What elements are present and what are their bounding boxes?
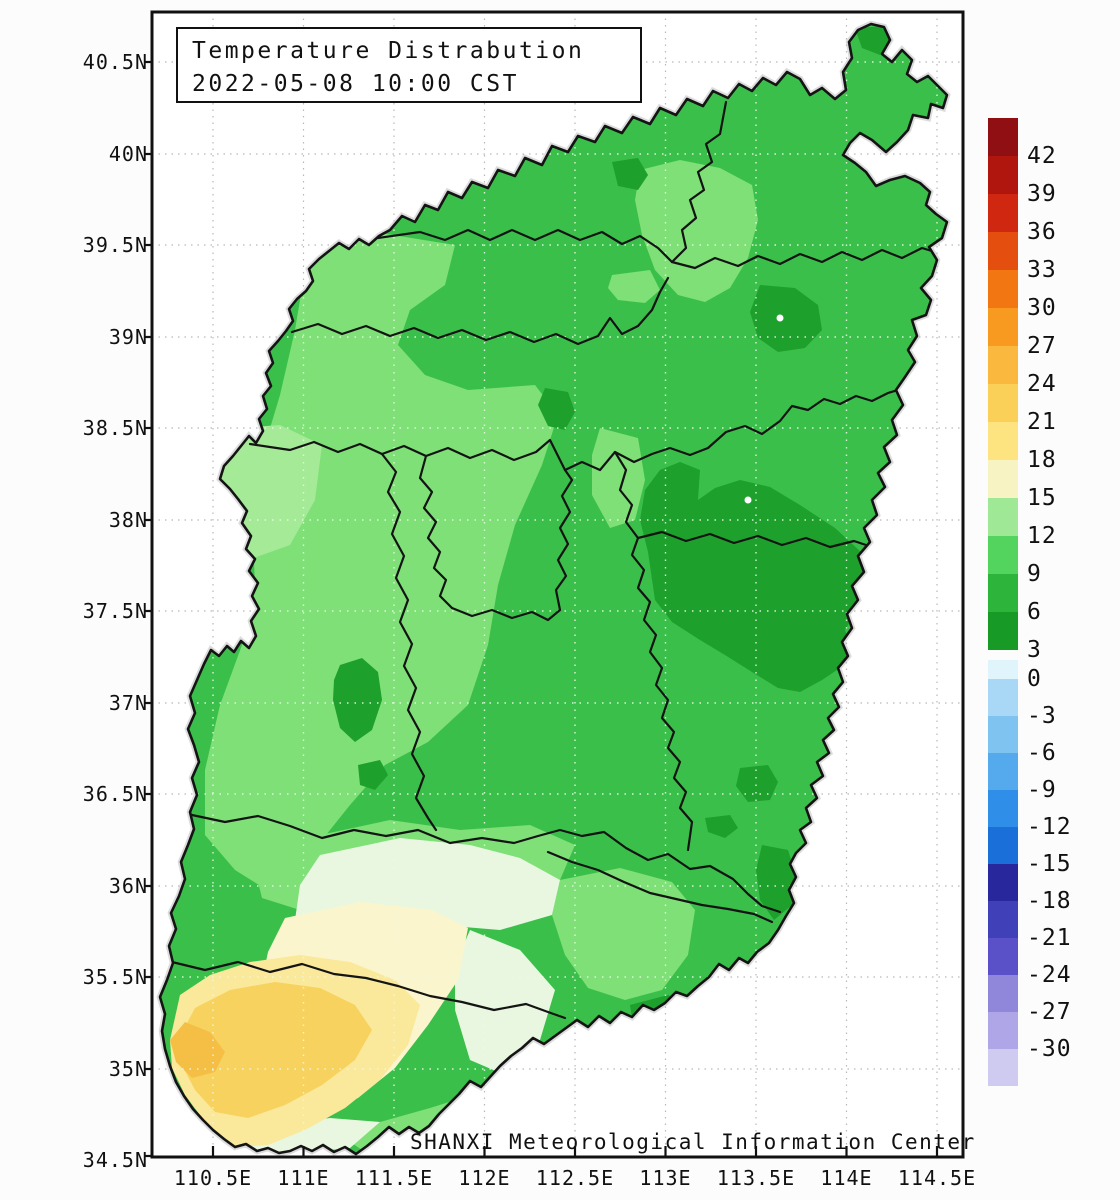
colorbar-label: 36 xyxy=(1027,219,1057,245)
colorbar-cold xyxy=(988,660,1018,1086)
x-axis-tick-label: 111.5E xyxy=(354,1166,434,1190)
colorbar-cell xyxy=(988,1049,1018,1086)
colorbar-cell xyxy=(988,536,1018,574)
colorbar-cell xyxy=(988,384,1018,422)
axis-ticks xyxy=(144,60,939,1158)
colorbar-label: -6 xyxy=(1027,740,1057,766)
y-axis-tick-label: 37N xyxy=(108,690,148,715)
y-axis-tick-label: 39.5N xyxy=(82,233,148,257)
colorbar-label: -21 xyxy=(1027,925,1072,951)
colorbar-label: 33 xyxy=(1027,257,1057,283)
colorbar-label: 21 xyxy=(1027,409,1057,435)
y-axis-tick-label: 37.5N xyxy=(82,599,148,623)
colorbar-cell xyxy=(988,827,1018,864)
colorbar-label: 30 xyxy=(1027,295,1057,321)
x-axis-tick-label: 111E xyxy=(277,1166,330,1190)
colorbar-cell xyxy=(988,790,1018,827)
y-axis-tick-label: 40N xyxy=(108,141,148,166)
colorbar-cell xyxy=(988,574,1018,612)
x-axis-tick-label: 113E xyxy=(639,1166,692,1190)
shanxi-province xyxy=(156,20,951,1158)
y-axis-labels: 40.5N 40N 39.5N 39N 38.5N 38N 37.5N 37N 36.5N 36N… xyxy=(36,50,148,1172)
colorbar-label xyxy=(1027,1068,1117,1105)
colorbar-label: 3 xyxy=(1027,637,1042,663)
colorbar-label: 18 xyxy=(1027,447,1057,473)
colorbar-label: 27 xyxy=(1027,333,1057,359)
colorbar-label: 24 xyxy=(1027,371,1057,397)
map-title: Temperature Distrabution xyxy=(192,38,585,64)
colorbar-cell xyxy=(988,118,1018,156)
colorbar-cell xyxy=(988,753,1018,790)
colorbar-cell xyxy=(988,679,1018,716)
y-axis-tick-label: 35.5N xyxy=(82,965,148,989)
colorbar-cell xyxy=(988,498,1018,536)
colorbar-cold-labels: 0 -3 -6 -9 -12 -15 -18 -21 -24 -27 -30 xyxy=(1027,660,1117,1105)
colorbar-label: 15 xyxy=(1027,485,1057,511)
station-dots xyxy=(744,314,784,504)
x-axis-tick-label: 110.5E xyxy=(173,1166,253,1190)
colorbar-label: -12 xyxy=(1027,814,1072,840)
y-axis-tick-label: 38.5N xyxy=(82,416,148,440)
watermark-text: SHANXI Meteorological Information Center xyxy=(410,1130,976,1154)
y-axis-tick-label: 40.5N xyxy=(82,50,148,74)
colorbar-label: -30 xyxy=(1027,1036,1072,1062)
colorbar-label: 0 xyxy=(1027,666,1042,692)
colorbar-cell xyxy=(988,1012,1018,1049)
map-timestamp: 2022-05-08 10:00 CST xyxy=(192,71,519,97)
colorbar-label: -9 xyxy=(1027,777,1057,803)
colorbar-cell xyxy=(988,156,1018,194)
y-axis-tick-label: 38N xyxy=(108,507,148,532)
region-gold xyxy=(178,982,372,1118)
colorbar-label: -24 xyxy=(1027,962,1072,988)
x-axis-tick-label: 112.5E xyxy=(535,1166,615,1190)
y-axis-tick-label: 39N xyxy=(108,324,148,349)
plot-frame-stroke xyxy=(144,10,965,1159)
colorbar-cell xyxy=(988,660,1018,679)
colorbar-cell xyxy=(988,864,1018,901)
colorbar-label: 42 xyxy=(1027,143,1057,169)
colorbar-warm xyxy=(988,118,1018,650)
colorbar-warm-labels: 42 39 36 33 30 27 24 21 18 15 12 9 6 3 xyxy=(1027,137,1117,669)
colorbar-cell xyxy=(988,194,1018,232)
x-axis-tick-label: 112E xyxy=(458,1166,511,1190)
province-border xyxy=(158,22,949,1156)
colorbar-cell xyxy=(988,270,1018,308)
x-axis-tick-label: 114.5E xyxy=(897,1166,977,1190)
x-axis-tick-label: 113.5E xyxy=(716,1166,796,1190)
colorbar-label: 6 xyxy=(1027,599,1042,625)
colorbar-cell xyxy=(988,938,1018,975)
colorbar-label: -27 xyxy=(1027,999,1072,1025)
colorbar-cell xyxy=(988,975,1018,1012)
colorbar-label: 39 xyxy=(1027,181,1057,207)
title-box: Temperature Distrabution 2022-05-08 10:0… xyxy=(176,27,642,103)
colorbar-cell xyxy=(988,612,1018,650)
colorbar-cell xyxy=(988,232,1018,270)
region-mint xyxy=(225,838,560,1153)
colorbar-cell xyxy=(988,422,1018,460)
colorbar-cell xyxy=(988,346,1018,384)
colorbar-cell xyxy=(988,716,1018,753)
y-axis-tick-label: 35N xyxy=(108,1056,148,1081)
x-axis-labels: 110.5E 111E 111.5E 112E 112.5E 113E 113.5E 114E… xyxy=(168,1166,982,1190)
colorbar-label: 12 xyxy=(1027,523,1057,549)
x-axis-tick-label: 114E xyxy=(820,1166,873,1190)
colorbar-cell xyxy=(988,308,1018,346)
region-deep-gold xyxy=(170,1022,225,1078)
prefecture-boundaries xyxy=(170,100,937,1020)
y-axis-tick-label: 34.5N xyxy=(82,1148,148,1172)
colorbar-label: -15 xyxy=(1027,851,1072,877)
colorbar-label: -18 xyxy=(1027,888,1072,914)
region-dark-green xyxy=(333,26,892,1026)
y-axis-tick-label: 36.5N xyxy=(82,782,148,806)
colorbar-label: -3 xyxy=(1027,703,1057,729)
colorbar-label: 9 xyxy=(1027,561,1042,587)
colorbar-cell xyxy=(988,460,1018,498)
y-axis-tick-label: 36N xyxy=(108,873,148,898)
colorbar-cell xyxy=(988,901,1018,938)
